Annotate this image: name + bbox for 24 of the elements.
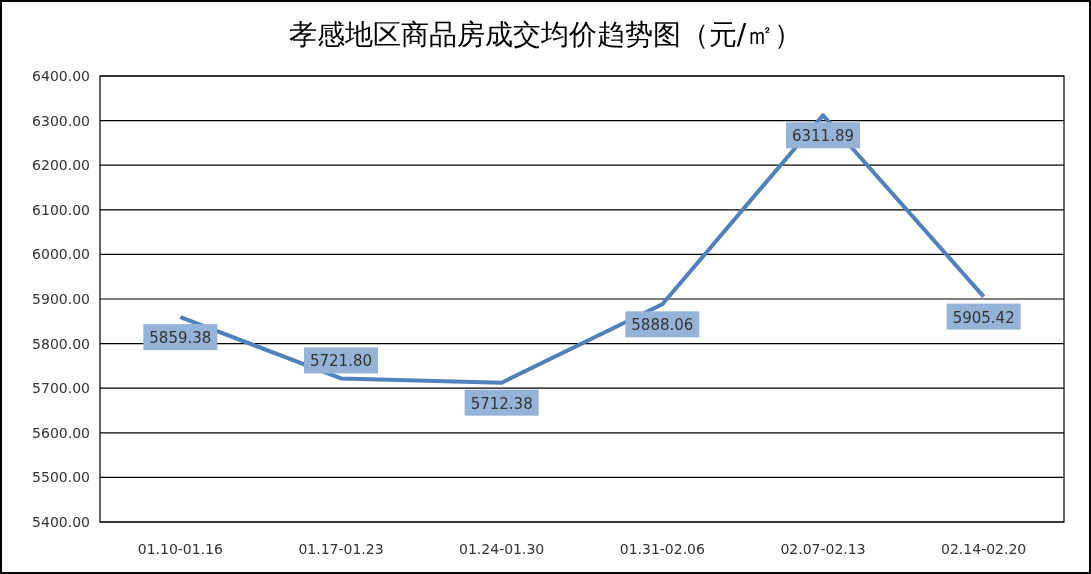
y-tick-label: 5600.00 (32, 424, 90, 441)
y-tick-label: 6200.00 (32, 157, 90, 174)
chart-title: 孝感地区商品房成交均价趋势图（元/㎡） (288, 18, 803, 51)
text: 5888.06 (631, 316, 694, 335)
text: 5905.42 (952, 308, 1015, 327)
text: 6311.89 (791, 127, 855, 146)
y-tick-label: 5400.00 (32, 514, 90, 530)
x-tick-label: 02.14-02.20 (941, 541, 1027, 557)
y-tick-label: 6300.00 (32, 112, 90, 129)
text: 5721.80 (309, 352, 373, 371)
y-tick-label: 5700.00 (32, 380, 90, 397)
x-tick-label: 01.17-01.23 (298, 541, 384, 557)
y-tick-label: 5500.00 (32, 469, 90, 486)
y-tick-label: 5900.00 (32, 291, 90, 307)
x-tick-label: 01.10-01.16 (137, 541, 224, 557)
text: 5712.38 (470, 394, 533, 413)
text: 5859.38 (149, 329, 212, 348)
y-tick-label: 6400.00 (32, 68, 90, 84)
y-tick-label: 6100.00 (32, 201, 90, 218)
y-tick-label: 5800.00 (32, 335, 90, 352)
x-tick-label: 01.24-01.30 (459, 541, 545, 557)
x-tick-label: 01.31-02.06 (619, 541, 706, 557)
x-tick-label: 02.07-02.13 (780, 541, 866, 557)
y-tick-label: 6000.00 (32, 246, 90, 263)
